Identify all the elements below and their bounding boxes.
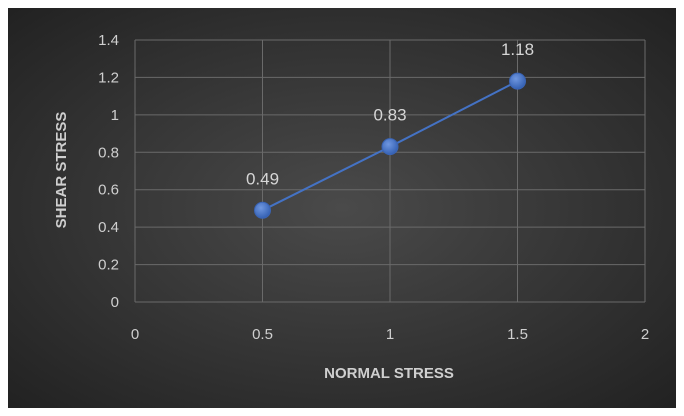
x-tick-label: 0.5	[252, 326, 273, 343]
y-tick-label: 0	[111, 294, 119, 311]
y-tick-label: 1.2	[98, 69, 119, 86]
y-tick-label: 0.8	[98, 144, 119, 161]
x-tick-label: 0	[131, 326, 139, 343]
y-axis-title: SHEAR STRESS	[53, 112, 70, 229]
data-label: 0.83	[373, 106, 406, 125]
y-tick-label: 0.2	[98, 257, 119, 274]
y-tick-label: 0.6	[98, 182, 119, 199]
data-point	[381, 138, 399, 156]
y-tick-label: 1.4	[98, 32, 119, 49]
x-tick-label: 1	[386, 326, 394, 343]
x-tick-label: 1.5	[507, 326, 528, 343]
x-tick-label: 2	[641, 326, 649, 343]
y-tick-label: 1	[111, 107, 119, 124]
x-axis-title: NORMAL STRESS	[324, 365, 454, 382]
y-tick-label: 0.4	[98, 219, 119, 236]
data-label: 0.49	[246, 169, 279, 188]
data-label: 1.18	[501, 40, 534, 59]
axis-layer: 0 0.2 0.4 0.6 0.8 1 1.2 1.4 0 0.5 1 1.5 2	[98, 32, 649, 343]
chart-background	[8, 8, 676, 408]
data-point	[254, 201, 271, 219]
data-point	[509, 72, 526, 90]
series-layer: 0.49 0.83 1.18	[246, 40, 534, 219]
